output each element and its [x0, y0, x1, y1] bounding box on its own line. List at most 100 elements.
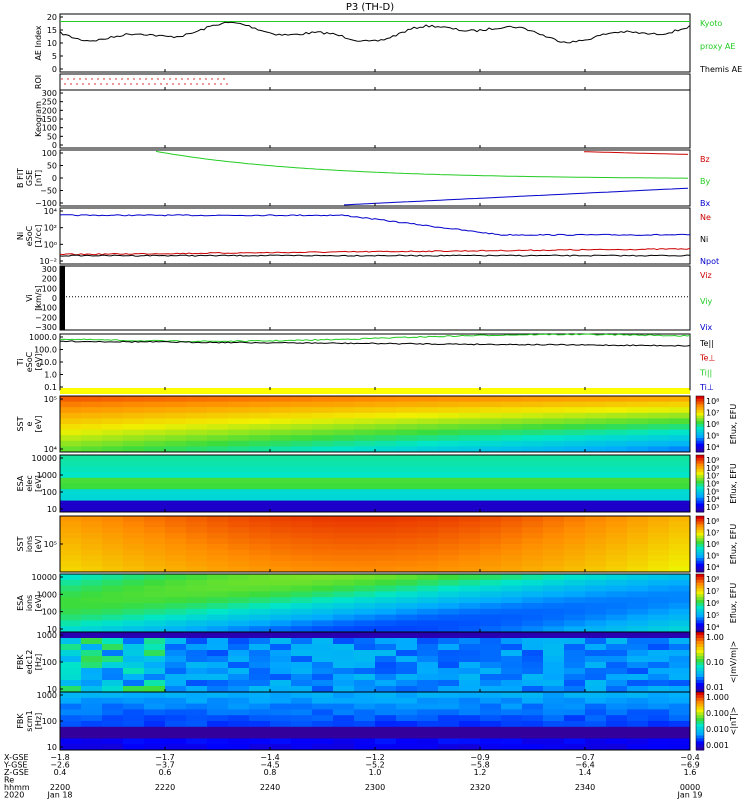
spectrogram-cell	[144, 674, 166, 681]
spectrogram-cell	[291, 662, 313, 669]
colorbar-cell	[696, 697, 704, 702]
spectrogram-cell	[606, 549, 628, 556]
spectrogram-cell	[123, 709, 145, 716]
spectrogram-cell	[186, 620, 208, 627]
spectrogram-cell	[207, 401, 229, 408]
roi-dot	[208, 83, 210, 85]
roi-dot	[91, 78, 93, 80]
spectrogram-cell	[438, 608, 460, 616]
spectrogram-cell	[249, 477, 271, 484]
spectrogram-cell	[207, 608, 229, 616]
y-tick-label: 10.0	[39, 358, 57, 367]
spectrogram-cell	[165, 614, 187, 621]
spectrogram-cell	[123, 626, 145, 633]
spectrogram-cell	[543, 662, 565, 669]
spectrogram-cell	[564, 726, 586, 734]
spectrogram-cell	[186, 579, 208, 587]
spectrogram-cell	[564, 544, 586, 551]
spectrogram-cell	[102, 446, 124, 453]
spectrogram-cell	[480, 477, 502, 484]
spectrogram-cell	[249, 738, 271, 745]
spectrogram-cell	[354, 494, 376, 502]
spectrogram-cell	[123, 532, 145, 539]
spectrogram-cell	[144, 692, 166, 699]
spectrogram-cell	[102, 435, 124, 442]
y-tick-label: 1000	[37, 691, 57, 700]
y-tick-label: 10000	[32, 454, 57, 463]
y-tick-label: 0.1	[44, 383, 57, 392]
spectrogram-cell	[207, 726, 229, 734]
y-axis-label: GSE	[25, 170, 34, 186]
roi-dot	[220, 83, 222, 85]
spectrogram-cell	[270, 412, 292, 419]
spectrogram-cell	[144, 726, 166, 734]
spectrogram-cell	[585, 644, 607, 651]
y-axis-label: Vi	[25, 294, 34, 302]
spectrogram-cell	[249, 466, 271, 473]
spectrogram-cell	[627, 500, 649, 507]
spectrogram-cell	[543, 574, 565, 581]
spectrogram-cell	[417, 521, 439, 528]
spectrogram-cell	[207, 668, 229, 675]
colorbar-cell	[696, 588, 704, 592]
spectrogram-cell	[585, 732, 607, 739]
spectrogram-cell	[480, 709, 502, 716]
spectrogram-cell	[354, 608, 376, 616]
spectrogram-cell	[648, 632, 670, 639]
spectrogram-cell	[501, 709, 523, 716]
y-axis-label: [eV]	[34, 475, 43, 492]
colorbar-tick-label: 10³	[706, 503, 719, 512]
chart-title: P3 (TH-D)	[346, 2, 394, 13]
colorbar-cell	[696, 443, 704, 447]
spectrogram-cell	[606, 715, 628, 722]
x-tick-label: −5.2	[365, 761, 384, 770]
spectrogram-cell	[375, 429, 397, 436]
colorbar-tick-label: 10⁷	[706, 529, 719, 538]
spectrogram-cell	[312, 650, 334, 657]
spectrogram-cell	[564, 440, 586, 447]
spectrogram-cell	[648, 732, 670, 739]
colorbar-cell	[696, 566, 704, 570]
spectrogram-cell	[333, 527, 355, 534]
legend-entry: By	[700, 177, 710, 186]
spectrogram-cell	[438, 726, 460, 734]
spectrogram-cell	[102, 460, 124, 467]
spectrogram-cell	[312, 440, 334, 447]
spectrogram-cell	[396, 738, 418, 745]
spectrogram-cell	[585, 521, 607, 528]
spectrogram-cell	[144, 401, 166, 408]
spectrogram-cell	[438, 656, 460, 663]
spectrogram-cell	[144, 472, 166, 479]
spectrogram-cell	[459, 608, 481, 616]
spectrogram-cell	[207, 407, 229, 414]
spectrogram-cell	[564, 460, 586, 467]
colorbar-tick-label: 0.01	[706, 683, 724, 692]
spectrogram-cell	[501, 591, 523, 598]
spectrogram-cell	[207, 477, 229, 484]
spectrogram-cell	[102, 477, 124, 484]
spectrogram-cell	[522, 626, 544, 633]
y-axis-label: e	[25, 421, 34, 426]
spectrogram-cell	[123, 585, 145, 592]
colorbar-cell	[696, 558, 704, 562]
roi-dot	[181, 78, 183, 80]
roi-dot	[88, 83, 90, 85]
roi-dot	[163, 78, 165, 80]
spectrogram-cell	[312, 435, 334, 442]
spectrogram-cell	[354, 597, 376, 604]
y-tick-label: 100	[42, 488, 57, 497]
spectrogram-cell	[564, 662, 586, 669]
spectrogram-cell	[543, 489, 565, 496]
spectrogram-cell	[102, 597, 124, 604]
spectrogram-cell	[564, 709, 586, 716]
spectrogram-cell	[606, 401, 628, 408]
spectrogram-cell	[291, 532, 313, 539]
spectrogram-cell	[564, 591, 586, 598]
spectrogram-cell	[396, 721, 418, 728]
spectrogram-cell	[375, 662, 397, 669]
colorbar-cell	[696, 585, 704, 589]
spectrogram-cell	[270, 674, 292, 681]
